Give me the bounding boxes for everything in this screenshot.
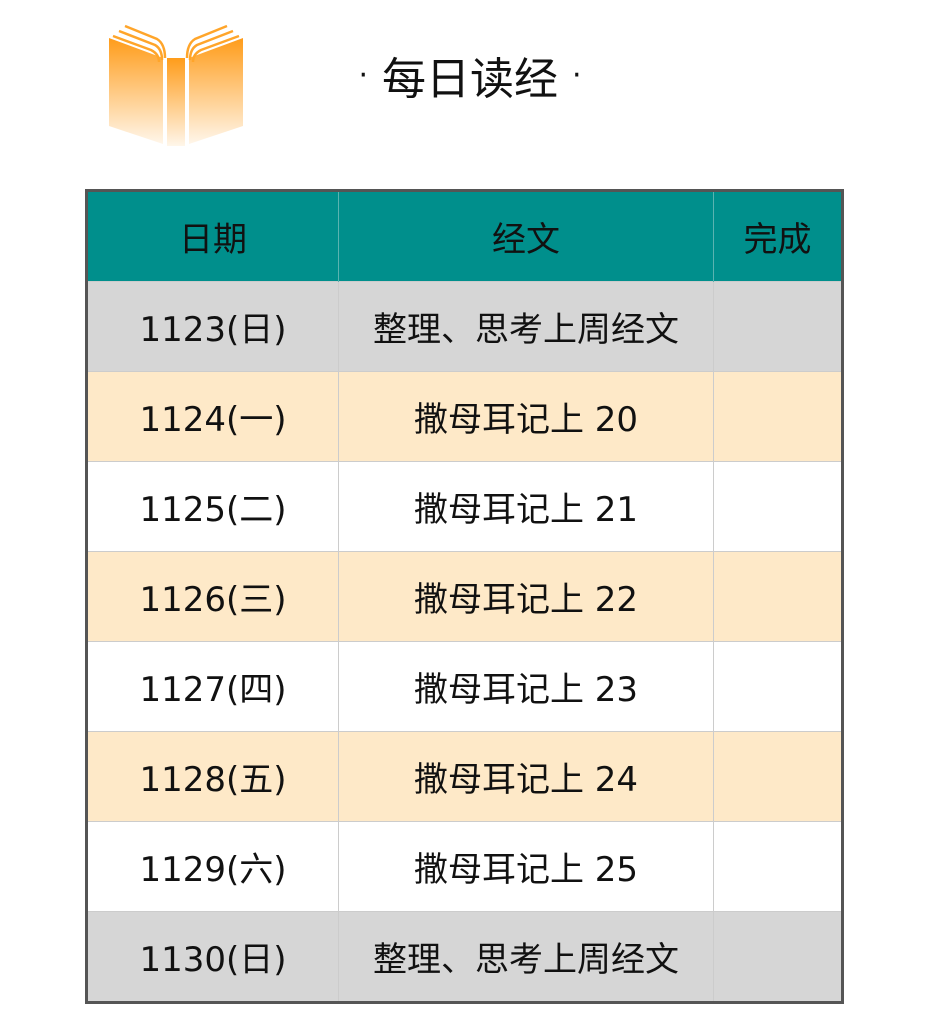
done-cell[interactable]	[713, 551, 843, 642]
scripture-cell: 整理、思考上周经文	[338, 281, 714, 372]
table-row: 1129(六) 撒母耳记上 25	[86, 821, 843, 912]
column-header-done: 完成	[713, 190, 843, 282]
done-cell[interactable]	[713, 641, 843, 732]
scripture-cell: 撒母耳记上 20	[338, 371, 714, 462]
scripture-cell: 撒母耳记上 22	[338, 551, 714, 642]
date-cell: 1123(日)	[86, 281, 339, 372]
done-cell[interactable]	[713, 731, 843, 822]
scripture-cell: 撒母耳记上 25	[338, 821, 714, 912]
title-bullet-left: ·	[358, 57, 368, 93]
done-cell[interactable]	[713, 281, 843, 372]
date-cell: 1126(三)	[86, 551, 339, 642]
date-cell: 1127(四)	[86, 641, 339, 732]
date-cell: 1128(五)	[86, 731, 339, 822]
table-row: 1125(二) 撒母耳记上 21	[86, 461, 843, 552]
column-header-date: 日期	[86, 190, 339, 282]
table-header-row: 日期 经文 完成	[86, 190, 843, 282]
open-book-icon	[109, 24, 243, 146]
table-row: 1128(五) 撒母耳记上 24	[86, 731, 843, 822]
scripture-cell: 撒母耳记上 21	[338, 461, 714, 552]
done-cell[interactable]	[713, 821, 843, 912]
table-row: 1127(四) 撒母耳记上 23	[86, 641, 843, 732]
table-row: 1124(一) 撒母耳记上 20	[86, 371, 843, 462]
date-cell: 1125(二)	[86, 461, 339, 552]
reading-schedule-table: 日期 经文 完成 1123(日) 整理、思考上周经文 1124(一) 撒母耳记上 20…	[85, 189, 844, 1004]
scripture-cell: 撒母耳记上 24	[338, 731, 714, 822]
table-row: 1126(三) 撒母耳记上 22	[86, 551, 843, 642]
done-cell[interactable]	[713, 911, 843, 1003]
date-cell: 1130(日)	[86, 911, 339, 1003]
scripture-cell: 整理、思考上周经文	[338, 911, 714, 1003]
title-text: 每日读经	[382, 54, 558, 105]
table-row: 1123(日) 整理、思考上周经文	[86, 281, 843, 372]
done-cell[interactable]	[713, 461, 843, 552]
column-header-scripture: 经文	[338, 190, 714, 282]
scripture-cell: 撒母耳记上 23	[338, 641, 714, 732]
title-bullet-right: ·	[572, 57, 582, 93]
page-title: · 每日读经 ·	[320, 40, 620, 110]
date-cell: 1124(一)	[86, 371, 339, 462]
done-cell[interactable]	[713, 371, 843, 462]
date-cell: 1129(六)	[86, 821, 339, 912]
table-row: 1130(日) 整理、思考上周经文	[86, 911, 843, 1003]
